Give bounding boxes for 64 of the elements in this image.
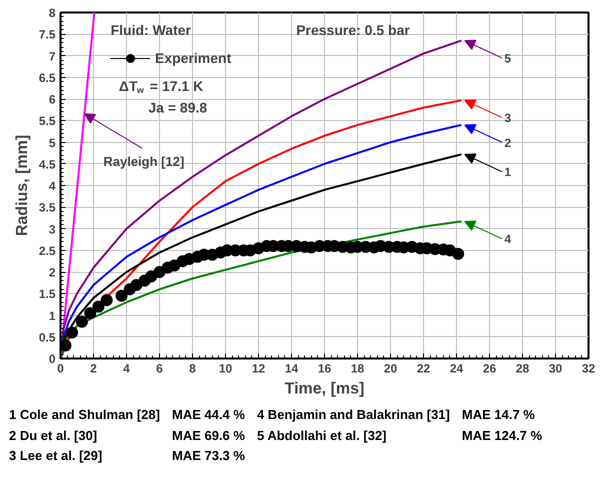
y-tick-label: 3 — [48, 222, 56, 236]
y-tick-label: 0.5 — [38, 330, 56, 344]
x-tick-label: 12 — [252, 362, 266, 376]
x-tick-label: 22 — [416, 362, 430, 376]
x-axis-title: Time, [ms] — [284, 380, 364, 398]
y-tick-label: 4.5 — [38, 157, 56, 172]
text: 4 — [504, 232, 512, 246]
text: 3 — [504, 111, 512, 126]
point — [92, 300, 104, 313]
text: MAE 73.3 % — [170, 447, 246, 466]
y-tick-label: 5 — [48, 136, 56, 150]
point — [66, 326, 78, 339]
text: MAE 124.7 % — [460, 426, 544, 445]
point — [452, 248, 464, 260]
x-tick-label: 20 — [384, 362, 398, 376]
text: 3 Lee et al. [29] — [8, 447, 104, 466]
x-tick-label: 16 — [318, 362, 332, 376]
y-tick-label: 1 — [48, 308, 56, 323]
text: MAE 44.4 % — [170, 406, 246, 424]
x-tick-label: 6 — [156, 362, 164, 376]
text: 1 Cole and Shulman [28] — [8, 406, 161, 424]
x-tick-label: 4 — [123, 362, 130, 376]
x-tick-label: 10 — [218, 362, 232, 376]
annotation: Fluid: Water — [110, 22, 192, 38]
y-tick-label: 5.5 — [38, 114, 56, 128]
x-tick-label: 24 — [450, 362, 464, 376]
y-tick-label: 7 — [48, 49, 56, 64]
point — [116, 290, 128, 302]
text: MAE 14.7 % — [460, 406, 536, 424]
x-tick-label: 32 — [582, 362, 596, 376]
x-tick-label: 28 — [516, 362, 530, 376]
y-tick-label: 4 — [48, 179, 56, 193]
y-tick-label: 6.5 — [38, 70, 56, 85]
x-tick-label: 30 — [548, 362, 562, 376]
text: 5 — [504, 51, 512, 66]
y-tick-label: 1.5 — [38, 287, 56, 302]
y-tick-label: 8 — [48, 6, 56, 20]
x-tick-label: 14 — [284, 362, 298, 376]
y-tick-label: 6 — [48, 92, 56, 106]
y-tick-label: 2.5 — [38, 244, 56, 258]
x-tick-label: 8 — [189, 362, 196, 376]
text: MAE 69.6 % — [170, 426, 246, 445]
point — [84, 307, 96, 320]
y-tick-label: 3.5 — [38, 200, 56, 215]
text: 2 Du et al. [30] — [8, 426, 98, 445]
point — [76, 316, 88, 328]
text: 4 Benjamin and Balakrinan [31] — [256, 406, 451, 424]
y-axis-title: Radius, [mm] — [14, 134, 31, 236]
point — [100, 294, 113, 306]
x-tick-label: 0 — [57, 362, 64, 376]
annotation: Pressure: 0.5 bar — [296, 22, 410, 38]
annotation: Ja = 89.8 — [148, 100, 208, 116]
text: 2 — [504, 136, 512, 150]
y-tick-label: 2 — [48, 266, 56, 280]
y-tick-label: 7.5 — [38, 28, 56, 42]
text: 1 — [504, 165, 512, 180]
x-tick-label: 18 — [350, 362, 364, 376]
y-tick-label: 0 — [48, 352, 56, 366]
x-tick-label: 26 — [482, 362, 496, 376]
annotation: Rayleigh [12] — [103, 154, 184, 169]
point — [60, 340, 72, 352]
legend-label: Experiment — [155, 50, 232, 66]
text: 5 Abdollahi et al. [32] — [256, 426, 388, 445]
x-tick-label: 2 — [90, 362, 98, 376]
